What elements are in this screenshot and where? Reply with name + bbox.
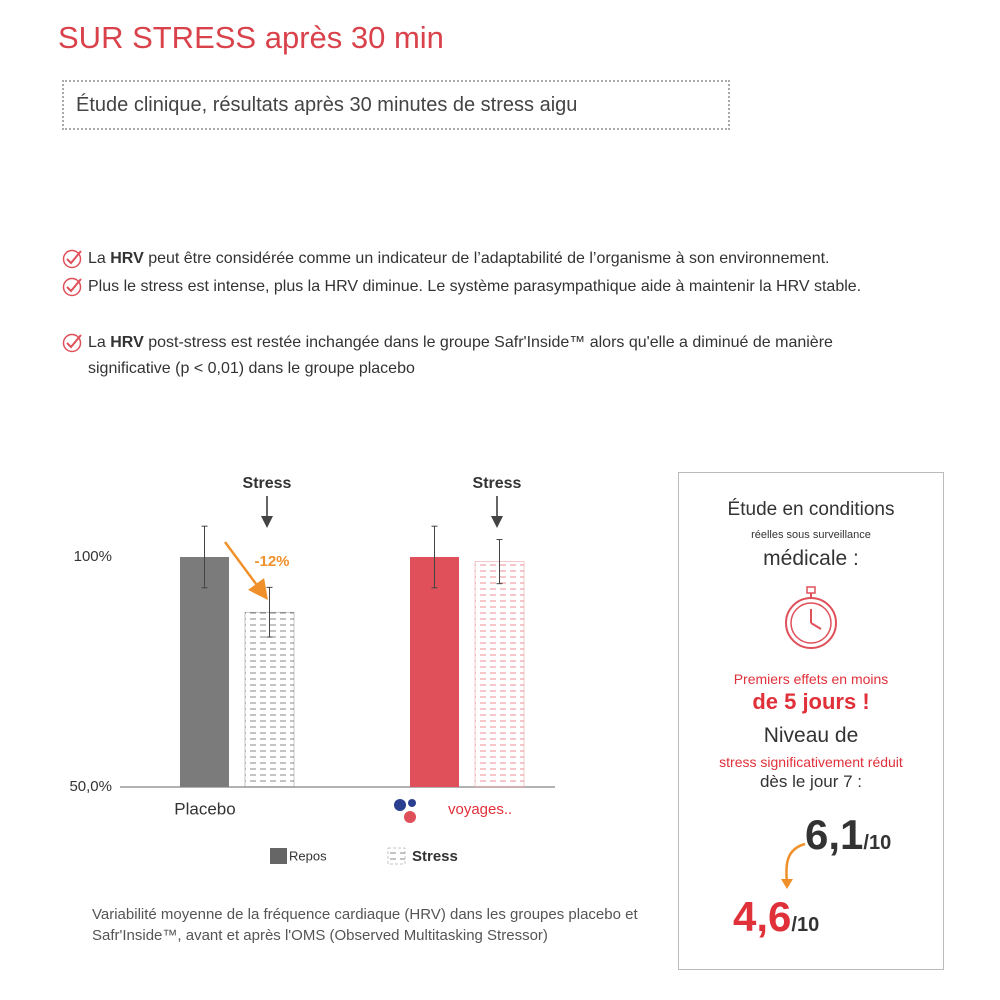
bold-text: HRV (110, 250, 144, 267)
bar (180, 557, 229, 787)
text: La (88, 250, 111, 267)
arrow (781, 842, 806, 889)
x-tick-label: voyages.. (448, 801, 512, 818)
panel-text: réelles sous surveillance (751, 529, 871, 541)
bullet-text: Plus le stress est intense, plus la HRV … (88, 274, 888, 300)
panel-text: Étude en conditions (727, 499, 895, 520)
score-value: 4,6 (733, 893, 792, 940)
score-value: 6,1 (805, 811, 864, 858)
panel-text: Premiers effets en moins (733, 671, 889, 687)
chart: 50,0% 100% Placebo voyages.. Stress Stress -12… (69, 475, 555, 865)
check-icon (62, 277, 82, 297)
panel-text: de 5 jours ! (752, 689, 870, 714)
legend-label: Stress (412, 848, 458, 865)
error-bar (201, 525, 208, 589)
panel-text: stress significativement réduit (719, 754, 903, 770)
caption: Variabilité moyenne de la fréquence card… (92, 906, 638, 944)
legend-swatch (270, 848, 287, 864)
clock-icon (785, 586, 837, 649)
annotation: Stress (243, 475, 292, 492)
panel-text: médicale : (763, 547, 859, 570)
error-bar (496, 539, 503, 585)
score: 6,1/10 (805, 811, 891, 859)
score-unit: /10 (791, 914, 820, 936)
score: 4,6/10 (733, 893, 819, 941)
logo (394, 799, 416, 823)
annotation: -12% (254, 553, 289, 570)
bold-text: HRV (110, 334, 144, 351)
bar (244, 611, 295, 788)
error-bar (431, 525, 438, 589)
text: post-stress est restée inchangée dans le… (88, 334, 833, 377)
bullet: Plus le stress est intense, plus la HRV … (62, 274, 888, 300)
legend-label: Repos (289, 848, 327, 863)
panel-text: Niveau de (763, 724, 859, 747)
bullet-text: La HRV peut être considérée comme un ind… (88, 246, 830, 272)
title: SUR STRESS après 30 min (58, 20, 444, 55)
y-tick-label: 100% (74, 548, 112, 565)
x-tick-label: Placebo (174, 799, 235, 818)
panel-text: dès le jour 7 : (759, 772, 863, 791)
bar (474, 561, 525, 788)
annotation: Stress (473, 475, 522, 492)
subtitle: Étude clinique, résultats après 30 minut… (62, 80, 730, 130)
text: Plus le stress est intense, plus la HRV … (88, 278, 862, 295)
bullet: La HRV peut être considérée comme un ind… (62, 246, 830, 272)
score-unit: /10 (863, 832, 892, 854)
check-icon (62, 249, 82, 269)
error-bar (266, 586, 273, 638)
arrow (223, 541, 268, 601)
bar (410, 557, 459, 787)
check-icon (62, 333, 82, 353)
side-panel: Étude en conditions réelles sous surveil… (678, 472, 944, 970)
bullet: La HRV post-stress est restée inchangée … (62, 330, 842, 382)
bullet-text: La HRV post-stress est restée inchangée … (88, 330, 842, 382)
text: La (88, 334, 111, 351)
legend-swatch (387, 847, 406, 865)
y-tick-label: 50,0% (69, 778, 112, 795)
text: peut être considérée comme un indicateur… (143, 250, 830, 267)
